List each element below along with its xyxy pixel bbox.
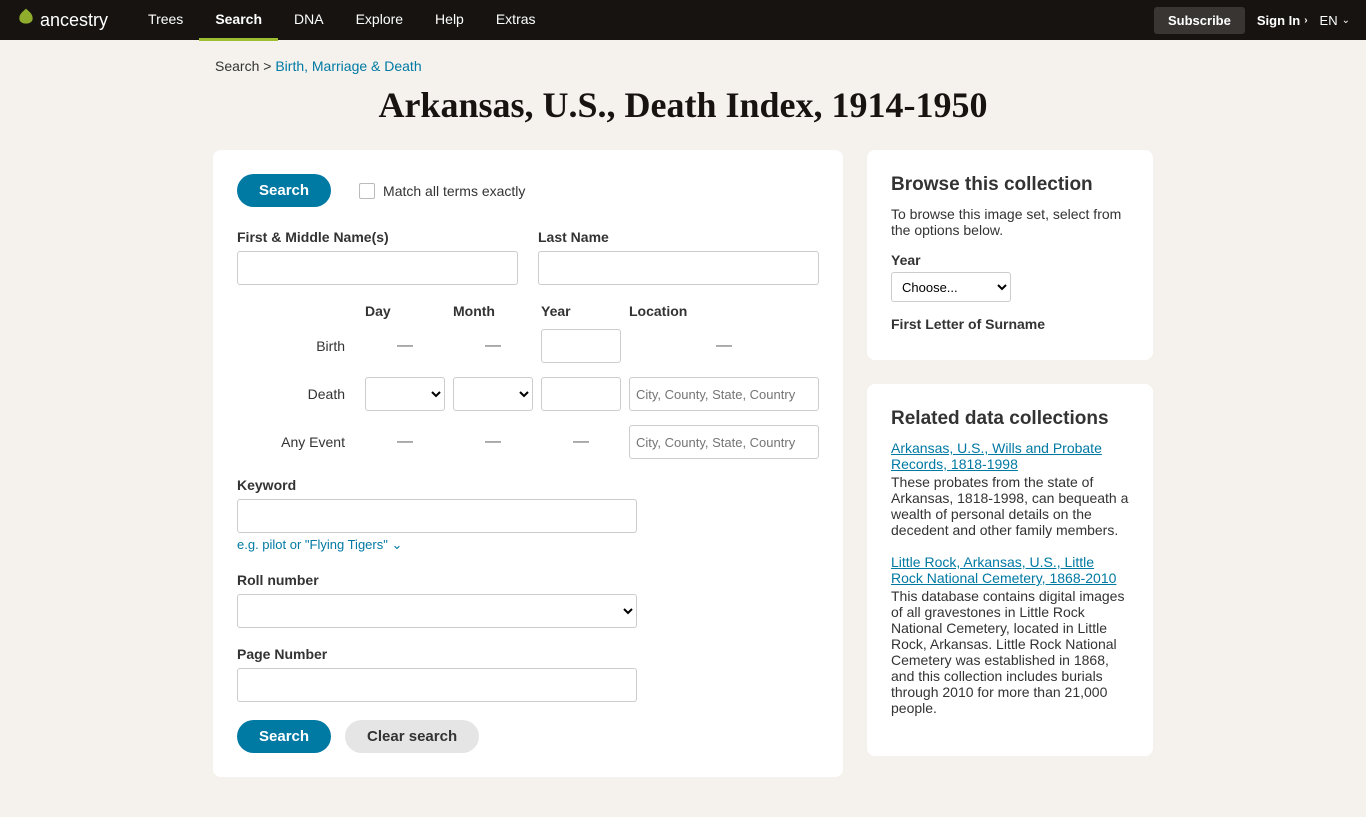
keyword-label: Keyword (237, 477, 819, 493)
logo[interactable]: ancestry (16, 7, 108, 33)
nav-dna[interactable]: DNA (278, 0, 340, 41)
clear-button[interactable]: Clear search (345, 720, 479, 753)
keyword-hint[interactable]: e.g. pilot or "Flying Tigers" ⌄ (237, 537, 402, 553)
chevron-down-icon: ⌄ (1342, 15, 1350, 26)
related-link-1[interactable]: Little Rock, Arkansas, U.S., Little Rock… (891, 554, 1129, 586)
last-name-input[interactable] (538, 251, 819, 285)
leaf-icon (16, 7, 36, 33)
related-card: Related data collections Arkansas, U.S.,… (867, 384, 1153, 756)
related-desc-1: This database contains digital images of… (891, 588, 1129, 716)
chevron-right-icon: › (1304, 15, 1307, 26)
nav-search[interactable]: Search (199, 0, 278, 41)
col-month: Month (453, 303, 533, 319)
search-button-bottom[interactable]: Search (237, 720, 331, 753)
first-name-label: First & Middle Name(s) (237, 229, 518, 245)
signin-link[interactable]: Sign In › (1257, 13, 1308, 28)
col-day: Day (365, 303, 445, 319)
related-title: Related data collections (891, 408, 1129, 430)
page-input[interactable] (237, 668, 637, 702)
death-location-input[interactable] (629, 377, 819, 411)
death-label: Death (237, 386, 357, 402)
birth-month-dash: — (453, 337, 533, 355)
language-selector[interactable]: EN ⌄ (1320, 13, 1350, 28)
birth-year-input[interactable] (541, 329, 621, 363)
breadcrumb-link[interactable]: Birth, Marriage & Death (275, 58, 421, 74)
death-month-select[interactable] (453, 377, 533, 411)
keyword-input[interactable] (237, 499, 637, 533)
first-name-input[interactable] (237, 251, 518, 285)
related-link-0[interactable]: Arkansas, U.S., Wills and Probate Record… (891, 440, 1129, 472)
chevron-down-icon: ⌄ (391, 537, 402, 552)
roll-label: Roll number (237, 572, 819, 588)
nav-right: Subscribe Sign In › EN ⌄ (1154, 7, 1350, 34)
death-day-select[interactable] (365, 377, 445, 411)
search-button-top[interactable]: Search (237, 174, 331, 207)
last-name-label: Last Name (538, 229, 819, 245)
browse-title: Browse this collection (891, 174, 1129, 196)
breadcrumb-root: Search (215, 58, 259, 74)
subscribe-button[interactable]: Subscribe (1154, 7, 1245, 34)
birth-location-dash: — (629, 337, 819, 355)
anyevent-location-input[interactable] (629, 425, 819, 459)
col-location: Location (629, 303, 819, 319)
browse-card: Browse this collection To browse this im… (867, 150, 1153, 360)
browse-year-select[interactable]: Choose... (891, 272, 1011, 302)
page-label: Page Number (237, 646, 819, 662)
match-all-checkbox[interactable]: Match all terms exactly (359, 183, 525, 199)
nav-help[interactable]: Help (419, 0, 480, 41)
search-card: Search Match all terms exactly First & M… (213, 150, 843, 777)
col-year: Year (541, 303, 621, 319)
page-title: Arkansas, U.S., Death Index, 1914-1950 (213, 84, 1153, 126)
nav-trees[interactable]: Trees (132, 0, 199, 41)
roll-select[interactable] (237, 594, 637, 628)
nav-items: Trees Search DNA Explore Help Extras (132, 0, 552, 41)
death-year-input[interactable] (541, 377, 621, 411)
browse-year-label: Year (891, 252, 1129, 268)
birth-day-dash: — (365, 337, 445, 355)
nav-extras[interactable]: Extras (480, 0, 552, 41)
related-desc-0: These probates from the state of Arkansa… (891, 474, 1129, 538)
browse-surname-label: First Letter of Surname (891, 316, 1129, 332)
birth-label: Birth (237, 338, 357, 354)
anyevent-label: Any Event (237, 434, 357, 450)
browse-text: To browse this image set, select from th… (891, 206, 1129, 238)
checkbox-icon (359, 183, 375, 199)
breadcrumb: Search > Birth, Marriage & Death (213, 58, 1153, 74)
nav-explore[interactable]: Explore (340, 0, 419, 41)
top-nav: ancestry Trees Search DNA Explore Help E… (0, 0, 1366, 40)
logo-text: ancestry (40, 10, 108, 31)
